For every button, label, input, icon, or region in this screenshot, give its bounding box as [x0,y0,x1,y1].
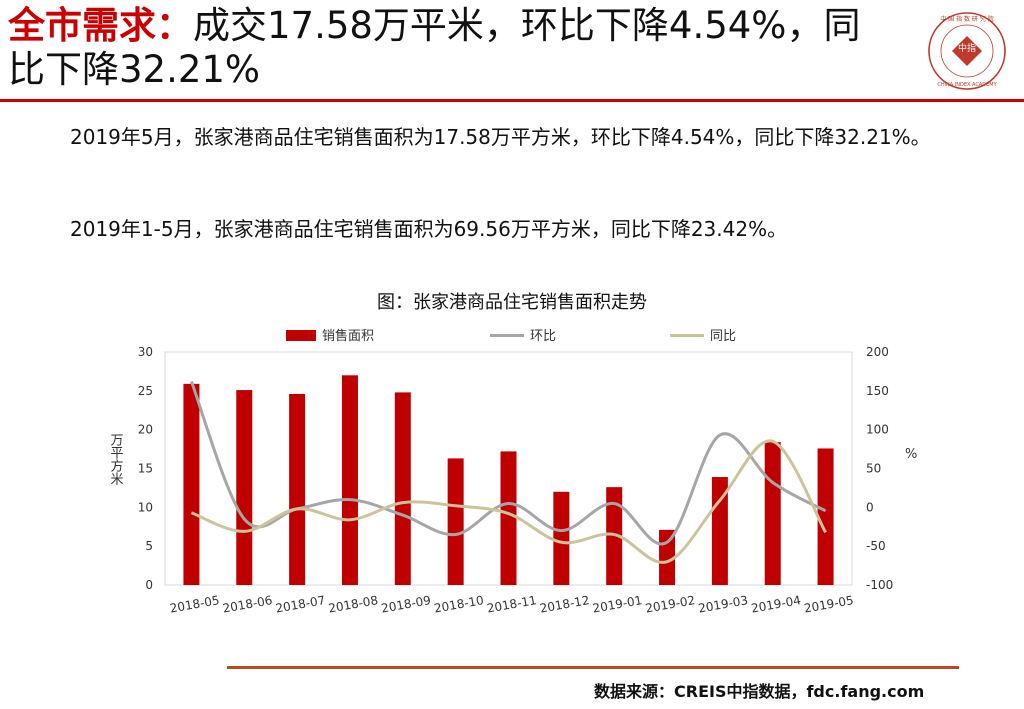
x-tick-label: 2018-10 [433,593,485,615]
x-tick-label: 2019-03 [697,593,749,615]
paragraph-monthly: 2019年5月，张家港商品住宅销售面积为17.58万平方米，环比下降4.54%，… [70,125,931,149]
x-tick-label: 2019-02 [644,593,696,615]
page-title: 全市需求：成交17.58万平米，环比下降4.54%，同比下降32.21% [8,4,888,92]
bar-2018-12 [553,491,570,585]
y-tick-label: 25 [138,384,153,398]
bar-2019-04 [764,442,781,585]
x-tick-label: 2019-05 [803,593,855,615]
title-rest: 成交17.58万平米，环比下降4.54%，同比下降32.21% [8,4,861,91]
logo-bottom-text: CHINA INDEX ACADEMY [937,82,997,88]
y-tick-label: 20 [138,423,153,437]
x-tick-label: 2018-06 [222,593,274,615]
x-tick-label: 2019-04 [750,593,802,615]
y-tick-label: 10 [138,500,153,514]
data-source: 数据来源：CREIS中指数据，fdc.fang.com [594,682,925,701]
footer-divider [227,666,959,669]
y-tick-label: 30 [138,345,153,359]
y2-tick-label: 150 [866,384,889,398]
x-tick-label: 2018-08 [327,593,379,615]
y-axis-label: 万平方米 [108,433,124,485]
y2-tick-label: -100 [866,578,893,592]
bar-2018-10 [447,458,464,585]
bar-2019-01 [606,487,623,585]
bar-2018-08 [341,375,358,585]
x-tick-label: 2018-12 [539,593,591,615]
bar-2018-09 [394,392,411,585]
y2-tick-label: 100 [866,423,889,437]
x-tick-label: 2018-09 [380,593,432,615]
china-index-academy-logo: 中指 中 国 指 数 研 究 院 CHINA INDEX ACADEMY [928,12,1006,90]
y2-tick-label: 200 [866,345,889,359]
y-tick-label: 5 [145,539,153,553]
title-highlight: 全市需求： [8,4,193,47]
title-divider [0,99,1024,102]
x-tick-label: 2018-11 [486,593,538,615]
legend-label: 同比 [710,329,736,344]
y2-tick-label: -50 [866,539,886,553]
x-tick-label: 2018-05 [169,593,221,615]
sales-area-chart: 0 5 10 15 20 25 30 -100 -50 0 50 100 150 200 万平方米 % 2018… [108,328,918,616]
bar-2018-05 [183,383,200,585]
legend-label: 环比 [530,329,556,344]
bar-2019-05 [817,448,834,585]
x-tick-label: 2019-01 [592,593,644,615]
bar-2018-06 [236,390,253,585]
series-line-yoy [190,439,827,564]
x-tick-label: 2018-07 [274,593,326,615]
chart-title: 图：张家港商品住宅销售面积走势 [377,292,647,313]
paragraph-ytd: 2019年1-5月，张家港商品住宅销售面积为69.56万平方米，同比下降23.4… [70,217,788,241]
logo-top-text: 中 国 指 数 研 究 院 [940,15,993,23]
bar-2018-07 [289,393,306,585]
legend-swatch-bar [286,330,316,341]
logo-center-text: 中指 [958,42,976,54]
y-tick-label: 15 [138,462,153,476]
y-tick-label: 0 [145,578,153,592]
y2-axis-label: % [905,447,917,462]
bar-2018-11 [500,451,517,585]
y2-tick-label: 50 [866,462,881,476]
y2-tick-label: 0 [866,500,874,514]
legend-label: 销售面积 [322,328,374,344]
